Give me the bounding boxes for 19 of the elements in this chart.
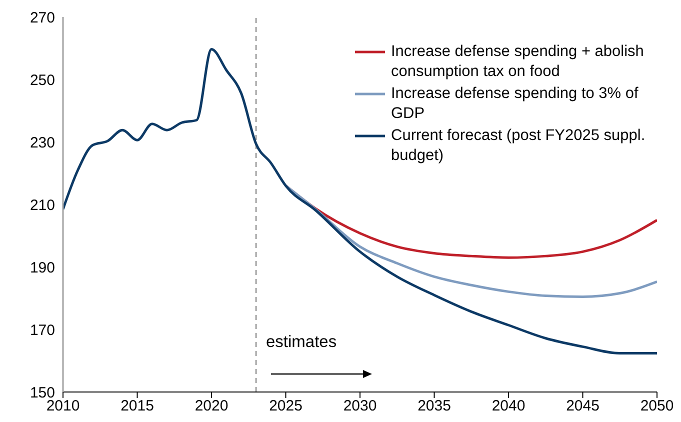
- y-tick-label: 170: [30, 322, 55, 339]
- legend-label: Increase defense spending to 3% of GDP: [391, 84, 640, 124]
- y-tick-label: 230: [30, 134, 55, 152]
- y-tick-label: 210: [30, 196, 55, 214]
- x-tick-label: 2020: [194, 398, 228, 415]
- legend-label: Current forecast (post FY2025 suppl. budget): [391, 126, 646, 166]
- x-tick-label: 2045: [566, 398, 600, 415]
- x-tick-label: 2015: [120, 398, 154, 415]
- y-tick-label: 270: [30, 9, 55, 26]
- x-tick-label: 2030: [343, 398, 377, 415]
- x-tick-label: 2040: [492, 398, 526, 415]
- annotation: estimates: [266, 333, 337, 352]
- line-series: [284, 184, 657, 298]
- x-tick-label: 2035: [418, 398, 451, 415]
- y-tick-label: 190: [30, 259, 55, 276]
- x-tick-label: 2050: [640, 398, 674, 415]
- legend-label: Increase defense spending + abolish consumption tax on food: [391, 42, 645, 82]
- x-tick-label: 2025: [269, 398, 302, 415]
- y-tick-label: 250: [30, 72, 55, 89]
